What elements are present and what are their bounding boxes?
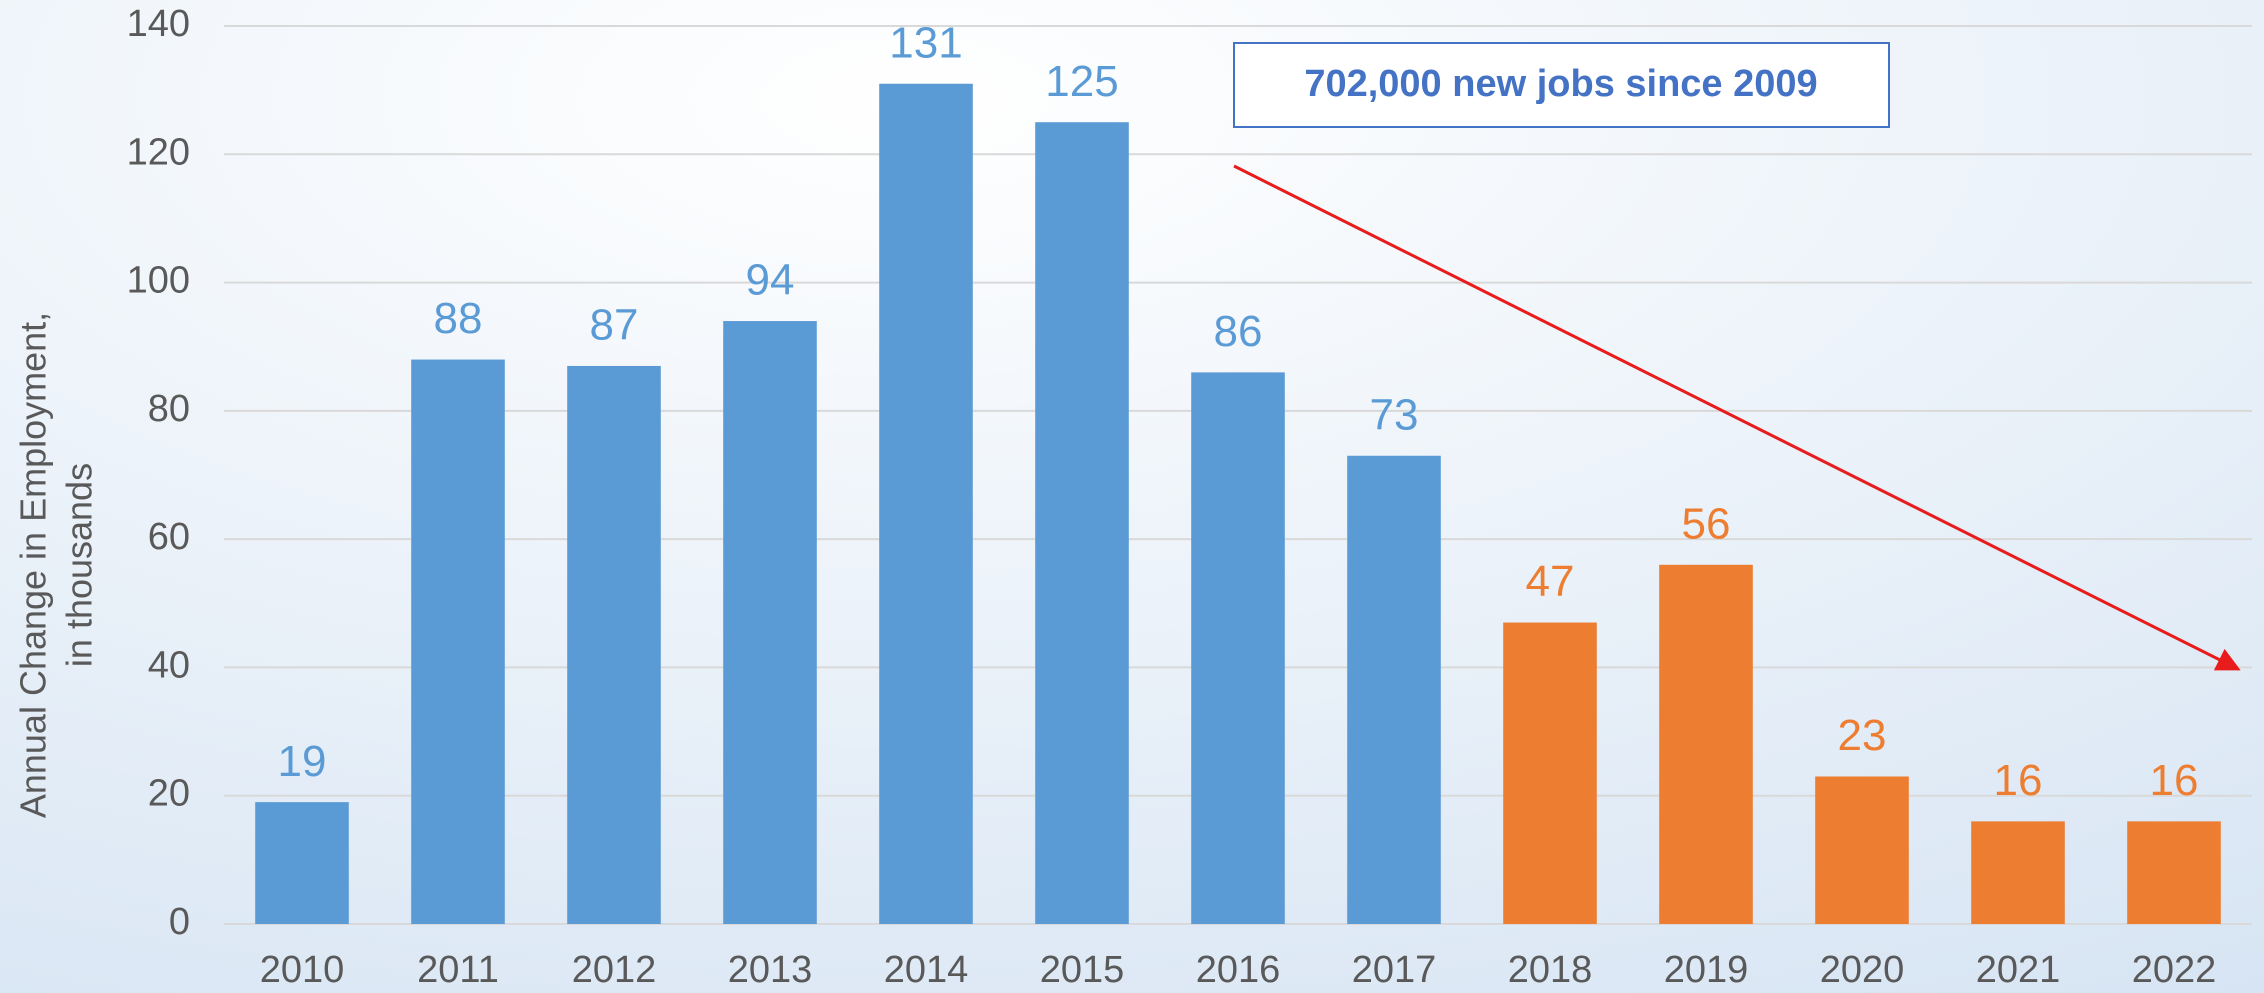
value-label: 47 [1526, 557, 1575, 606]
x-tick-label: 2019 [1664, 949, 1749, 991]
value-label: 88 [434, 294, 483, 343]
bar [1347, 455, 1441, 924]
value-label: 16 [2150, 756, 2199, 805]
value-label: 87 [590, 301, 639, 350]
y-tick-label: 140 [127, 3, 190, 45]
y-tick-label: 40 [148, 644, 190, 686]
y-tick-label: 100 [127, 260, 190, 302]
x-tick-label: 2012 [572, 949, 657, 991]
y-tick-label: 0 [169, 901, 190, 943]
y-axis-title: Annual Change in Employment, [13, 312, 54, 818]
x-tick-label: 2011 [417, 949, 499, 991]
bar [1035, 122, 1129, 924]
y-tick-label: 60 [148, 516, 190, 558]
y-tick-label: 20 [148, 773, 190, 815]
x-tick-label: 2022 [2132, 949, 2217, 991]
x-tick-label: 2010 [260, 949, 345, 991]
y-tick-label: 120 [127, 131, 190, 173]
bar [567, 365, 661, 924]
value-label: 86 [1214, 307, 1263, 356]
bar [1815, 776, 1909, 924]
x-tick-label: 2017 [1352, 949, 1437, 991]
annotation-box [1233, 42, 1890, 128]
value-label: 56 [1682, 499, 1731, 548]
bar [2127, 821, 2221, 924]
bar [255, 802, 349, 924]
annotation: 702,000 new jobs since 2009 [1304, 63, 1817, 105]
value-label: 125 [1045, 57, 1118, 106]
value-label: 16 [1994, 756, 2043, 805]
x-tick-label: 2014 [884, 949, 969, 991]
trend-arrow [1233, 164, 2241, 671]
value-label: 23 [1838, 711, 1887, 760]
value-label: 94 [746, 256, 795, 305]
y-axis-title: in thousands [59, 463, 100, 667]
value-label: 131 [889, 18, 962, 67]
x-tick-label: 2021 [1976, 949, 2061, 991]
x-tick-label: 2018 [1508, 949, 1593, 991]
value-label: 19 [278, 737, 327, 786]
value-label: 73 [1370, 390, 1419, 439]
x-tick-label: 2013 [728, 949, 813, 991]
bar [1503, 622, 1597, 924]
bar [1971, 821, 2065, 924]
bar [1191, 372, 1285, 924]
bar [879, 83, 973, 924]
bar [1659, 564, 1753, 924]
bar [723, 321, 817, 924]
x-tick-label: 2016 [1196, 949, 1281, 991]
bar [411, 359, 505, 924]
x-tick-label: 2020 [1820, 949, 1905, 991]
x-tick-label: 2015 [1040, 949, 1125, 991]
y-tick-label: 80 [148, 388, 190, 430]
